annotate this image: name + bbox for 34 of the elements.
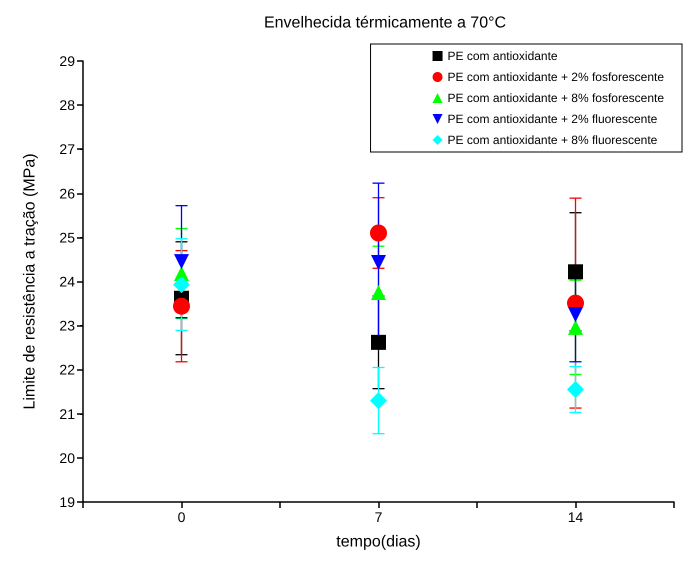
point <box>371 255 386 270</box>
point <box>568 320 583 335</box>
y-tick-label: 23 <box>59 318 76 334</box>
y-tick-label: 29 <box>59 53 76 69</box>
y-tick-label: 19 <box>59 494 76 510</box>
legend-label: PE com antioxidante + 2% fosforescente <box>448 70 664 84</box>
y-axis-title: Limite de resistência a tração (MPa) <box>22 153 38 410</box>
chart-title: Envelhecida térmicamente a 70°C <box>264 14 506 32</box>
y-tick-label: 25 <box>59 229 76 246</box>
y-tick-label: 22 <box>59 362 76 378</box>
point <box>173 276 190 294</box>
point <box>568 307 583 322</box>
point <box>370 392 387 410</box>
legend-label: PE com antioxidante + 8% fosforescente <box>448 91 664 105</box>
point <box>371 285 386 300</box>
point <box>567 381 584 398</box>
y-tick-label: 24 <box>59 274 76 290</box>
x-axis-title: tempo(dias) <box>336 534 421 550</box>
y-tick-label: 28 <box>59 97 76 114</box>
legend-label: PE com antioxidante + 8% fluorescente <box>448 133 658 147</box>
x-tick-label: 0 <box>178 509 186 525</box>
x-tick-label: 7 <box>374 509 383 525</box>
legend-label: PE com antioxidante + 2% fluorescente <box>448 112 658 126</box>
point <box>370 224 387 242</box>
point <box>568 264 583 280</box>
y-tick-label: 21 <box>59 406 76 422</box>
point <box>174 254 189 270</box>
x-tick-label: 14 <box>568 509 584 525</box>
y-tick-label: 27 <box>59 141 76 158</box>
legend-label: PE com antioxidante <box>448 49 558 63</box>
y-tick-label: 26 <box>59 185 76 202</box>
y-tick-label: 20 <box>59 450 76 466</box>
point <box>173 298 190 315</box>
point <box>371 334 386 350</box>
